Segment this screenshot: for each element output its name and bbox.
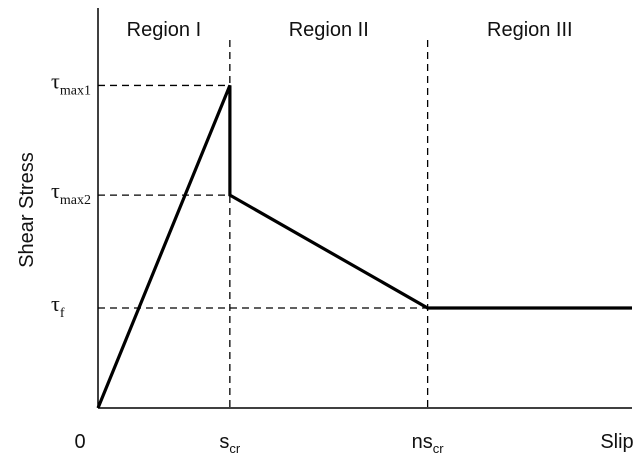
- region-label-3: Region III: [487, 19, 573, 41]
- x-tick-nscr: nscr: [412, 431, 445, 455]
- x-tick-zero: 0: [74, 431, 85, 453]
- series-line: [96, 84, 632, 409]
- region-label-2: Region II: [289, 19, 369, 41]
- region-labels: Region I Region II Region III: [127, 19, 573, 41]
- region-label-1: Region I: [127, 19, 202, 41]
- x-tick-scr: scr: [219, 431, 241, 455]
- series-group: [96, 84, 632, 409]
- x-tick-labels: 0 scr nscr Slip: [74, 431, 633, 455]
- guide-lines: [98, 40, 429, 408]
- x-tick-slip: Slip: [600, 431, 633, 453]
- y-tick-tmax1: τmax1: [51, 68, 91, 98]
- y-tick-tmax2: τmax2: [51, 178, 91, 208]
- y-tick-labels: τmax1 τmax2 τf: [51, 68, 91, 321]
- y-tick-tf: τf: [51, 291, 65, 321]
- axes: [97, 8, 632, 409]
- y-axis-label: Shear Stress: [16, 152, 38, 268]
